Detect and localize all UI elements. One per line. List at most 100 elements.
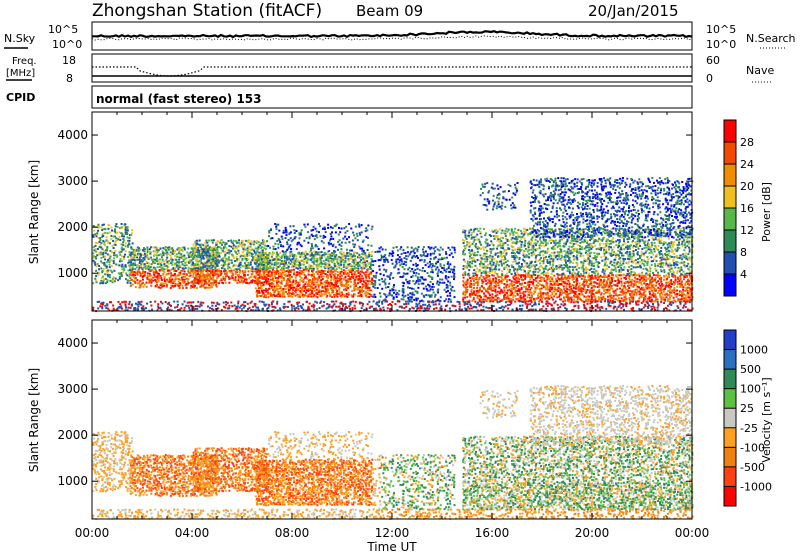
heatmap-cell xyxy=(321,276,323,278)
heatmap-cell xyxy=(507,231,509,233)
heatmap-cell xyxy=(471,266,473,268)
heatmap-cell xyxy=(232,274,234,276)
heatmap-cell xyxy=(241,276,243,278)
heatmap-cell xyxy=(333,244,335,246)
heatmap-cell xyxy=(211,286,213,288)
heatmap-cell xyxy=(601,276,603,278)
heatmap-cell xyxy=(579,282,581,284)
heatmap-cell xyxy=(447,280,449,282)
heatmap-cell xyxy=(547,294,549,296)
heatmap-cell xyxy=(564,300,566,302)
heatmap-cell xyxy=(689,287,691,289)
heatmap-cell xyxy=(483,293,485,295)
heatmap-cell xyxy=(146,253,148,255)
heatmap-cell xyxy=(513,284,515,286)
heatmap-cell xyxy=(679,298,681,300)
heatmap-cell xyxy=(305,251,307,253)
heatmap-cell xyxy=(673,297,675,299)
heatmap-cell xyxy=(120,258,122,260)
heatmap-cell xyxy=(687,290,689,292)
heatmap-cell xyxy=(374,280,376,282)
heatmap-cell xyxy=(184,249,186,251)
heatmap-cell xyxy=(258,248,260,250)
heatmap-cell xyxy=(251,266,253,268)
heatmap-cell xyxy=(327,277,329,279)
heatmap-cell xyxy=(466,241,468,243)
heatmap-cell xyxy=(608,275,610,277)
heatmap-cell xyxy=(271,294,273,296)
heatmap-cell xyxy=(361,275,363,277)
heatmap-cell xyxy=(501,277,503,279)
heatmap-cell xyxy=(517,276,519,278)
heatmap-cell xyxy=(432,265,434,267)
heatmap-cell xyxy=(398,261,400,263)
heatmap-cell xyxy=(400,258,402,260)
heatmap-cell xyxy=(501,282,503,284)
heatmap-cell xyxy=(279,241,281,243)
heatmap-cell xyxy=(555,293,557,295)
heatmap-cell xyxy=(355,226,357,228)
heatmap-cell xyxy=(383,281,385,283)
heatmap-cell xyxy=(573,287,575,289)
heatmap-cell xyxy=(384,282,386,284)
heatmap-cell xyxy=(307,296,309,298)
heatmap-cell xyxy=(135,277,137,279)
heatmap-cell xyxy=(401,263,403,265)
heatmap-cell xyxy=(529,284,531,286)
noise-traces xyxy=(92,31,692,40)
heatmap-cell xyxy=(551,277,553,279)
heatmap-cell xyxy=(98,265,100,267)
heatmap-cell xyxy=(443,264,445,266)
heatmap-cell xyxy=(231,259,233,261)
heatmap-cell xyxy=(509,269,511,271)
heatmap-cell xyxy=(265,277,267,279)
heatmap-cell xyxy=(521,233,523,235)
heatmap-cell xyxy=(685,294,687,296)
heatmap-cell xyxy=(132,242,134,244)
heatmap-cell xyxy=(197,279,199,281)
heatmap-cell xyxy=(348,292,350,294)
heatmap-cell xyxy=(298,252,300,254)
heatmap-cell xyxy=(300,234,302,236)
heatmap-cell xyxy=(449,284,451,286)
heatmap-cell xyxy=(100,267,102,269)
heatmap-cell xyxy=(540,295,542,297)
heatmap-cell xyxy=(505,266,507,268)
heatmap-cell xyxy=(335,273,337,275)
heatmap-cell xyxy=(526,262,528,264)
heatmap-cell xyxy=(431,277,433,279)
heatmap-cell xyxy=(361,224,363,226)
heatmap-cell xyxy=(348,278,350,280)
heatmap-cell xyxy=(347,266,349,268)
heatmap-cell xyxy=(594,286,596,288)
heatmap-cell xyxy=(688,280,690,282)
freq-label-line2: [MHz] xyxy=(6,68,35,79)
heatmap-cell xyxy=(467,263,469,265)
heatmap-cell xyxy=(309,236,311,238)
heatmap-cell xyxy=(148,263,150,265)
heatmap-cell xyxy=(331,273,333,275)
heatmap-cell xyxy=(287,248,289,250)
heatmap-cell xyxy=(474,228,476,230)
heatmap-cell xyxy=(430,288,432,290)
heatmap-cell xyxy=(482,281,484,283)
heatmap-cell xyxy=(104,228,106,230)
heatmap-cell xyxy=(113,276,115,278)
heatmap-cell xyxy=(442,249,444,251)
heatmap-cell xyxy=(524,245,526,247)
heatmap-cell xyxy=(97,230,99,232)
heatmap-cell xyxy=(287,282,289,284)
heatmap-cell xyxy=(152,277,154,279)
heatmap-cell xyxy=(642,280,644,282)
heatmap-cell xyxy=(479,299,481,301)
heatmap-cell xyxy=(106,266,108,268)
heatmap-cell xyxy=(349,250,351,252)
heatmap-cell xyxy=(179,249,181,251)
heatmap-cell xyxy=(615,293,617,295)
heatmap-cell xyxy=(341,275,343,277)
heatmap-cell xyxy=(584,289,586,291)
heatmap-cell xyxy=(565,281,567,283)
heatmap-cell xyxy=(273,283,275,285)
heatmap-cell xyxy=(187,248,189,250)
heatmap-cell xyxy=(511,292,513,294)
